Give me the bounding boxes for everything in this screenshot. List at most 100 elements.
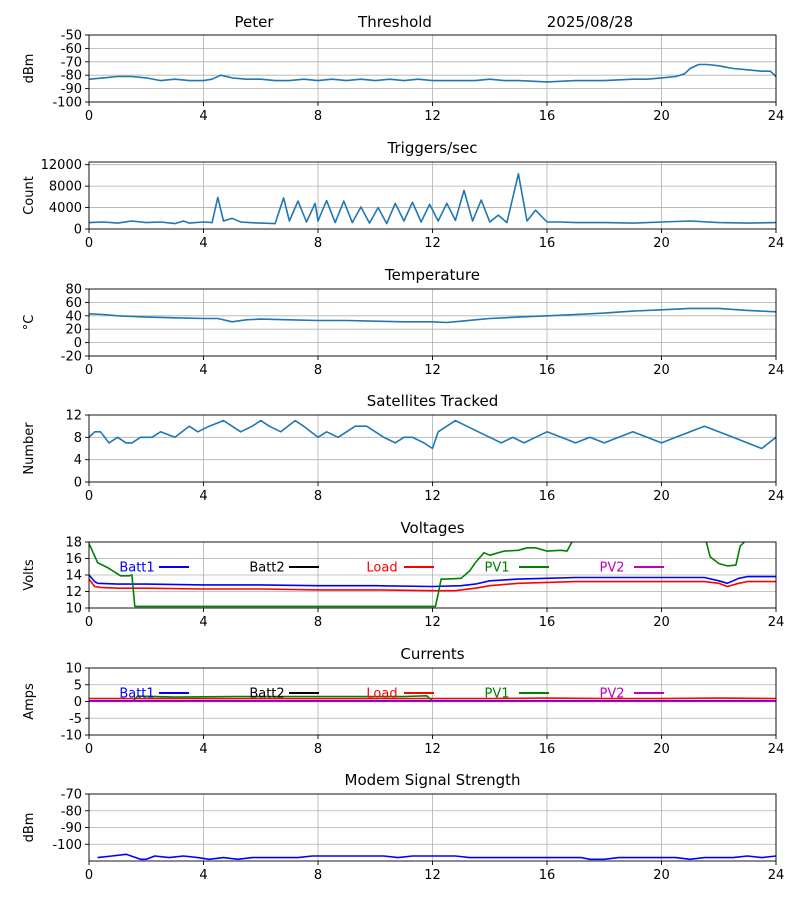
x-tick-label: 20 bbox=[653, 615, 670, 630]
chart-title: Triggers/sec bbox=[387, 139, 478, 157]
x-tick-label: 16 bbox=[539, 109, 556, 124]
y-tick-label: 40 bbox=[65, 309, 82, 324]
y-axis-label: dBm bbox=[22, 813, 37, 843]
y-tick-label: 80 bbox=[65, 283, 82, 298]
y-tick-label: 0 bbox=[74, 223, 82, 238]
legend-label: PV1 bbox=[484, 687, 509, 702]
y-tick-label: 60 bbox=[65, 296, 82, 311]
y-tick-label: 0 bbox=[74, 476, 82, 491]
x-tick-label: 8 bbox=[314, 615, 322, 630]
x-tick-label: 4 bbox=[199, 363, 207, 378]
legend-item-pv1: PV1 bbox=[484, 561, 549, 576]
series-group bbox=[97, 853, 776, 861]
legend-item-pv2: PV2 bbox=[599, 687, 664, 702]
y-tick-label: 12000 bbox=[41, 158, 82, 173]
y-tick-label: 4 bbox=[74, 453, 82, 468]
x-tick-label: 4 bbox=[199, 489, 207, 504]
x-tick-label: 0 bbox=[85, 868, 93, 883]
legend-label: Batt1 bbox=[119, 561, 154, 576]
x-tick-label: 8 bbox=[314, 868, 322, 883]
legend-label: Batt2 bbox=[249, 687, 284, 702]
legend-label: PV1 bbox=[484, 561, 509, 576]
x-tick-label: 20 bbox=[653, 109, 670, 124]
legend-label: PV2 bbox=[599, 687, 624, 702]
x-tick-label: 16 bbox=[539, 615, 556, 630]
series-group bbox=[89, 63, 776, 83]
x-tick-label: 0 bbox=[85, 615, 93, 630]
x-tick-label: 16 bbox=[539, 868, 556, 883]
series-line-pv1 bbox=[89, 542, 746, 608]
y-tick-label: -100 bbox=[52, 96, 82, 111]
x-tick-label: 20 bbox=[653, 742, 670, 757]
y-tick-label: -90 bbox=[61, 82, 82, 97]
header-right: 2025/08/28 bbox=[547, 13, 633, 31]
legend-label: Batt1 bbox=[119, 687, 154, 702]
x-tick-label: 16 bbox=[539, 742, 556, 757]
x-tick-label: 24 bbox=[768, 109, 785, 124]
legend-item-load: Load bbox=[366, 687, 434, 702]
y-tick-label: 8000 bbox=[49, 180, 82, 195]
y-tick-label: 18 bbox=[65, 536, 82, 551]
y-tick-label: -100 bbox=[52, 838, 82, 853]
x-tick-label: 16 bbox=[539, 489, 556, 504]
chart-panel-1: 0 4 8 12 16 20 24 0 4000 8000 12000 Triggers/sec Cou… bbox=[22, 139, 784, 251]
x-tick-label: 20 bbox=[653, 236, 670, 251]
y-tick-label: -90 bbox=[61, 821, 82, 836]
header-center: Threshold bbox=[357, 13, 432, 31]
x-tick-label: 24 bbox=[768, 236, 785, 251]
y-axis-label: Volts bbox=[22, 559, 37, 591]
series-line bbox=[89, 173, 776, 225]
y-tick-label: -70 bbox=[61, 55, 82, 70]
x-tick-label: 8 bbox=[314, 742, 322, 757]
x-tick-label: 12 bbox=[424, 615, 441, 630]
chart-title: Voltages bbox=[400, 519, 464, 537]
x-tick-label: 24 bbox=[768, 868, 785, 883]
x-tick-label: 16 bbox=[539, 363, 556, 378]
y-tick-label: 12 bbox=[65, 409, 82, 424]
y-tick-label: 16 bbox=[65, 552, 82, 567]
y-tick-label: -80 bbox=[61, 69, 82, 84]
x-tick-label: 24 bbox=[768, 489, 785, 504]
y-tick-label: 12 bbox=[65, 585, 82, 600]
x-tick-label: 0 bbox=[85, 489, 93, 504]
series-group bbox=[89, 307, 776, 324]
y-axis-label: Amps bbox=[22, 683, 37, 720]
y-tick-label: -50 bbox=[61, 29, 82, 44]
legend-item-batt2: Batt2 bbox=[249, 687, 319, 702]
legend-item-batt1: Batt1 bbox=[119, 687, 189, 702]
series-line bbox=[97, 853, 776, 861]
x-tick-label: 12 bbox=[424, 236, 441, 251]
x-tick-label: 4 bbox=[199, 109, 207, 124]
y-tick-label: 14 bbox=[65, 569, 82, 584]
header-left: Peter bbox=[234, 13, 274, 31]
y-tick-label: -20 bbox=[61, 350, 82, 365]
y-axis-label: Number bbox=[22, 422, 37, 475]
x-tick-label: 0 bbox=[85, 236, 93, 251]
x-tick-label: 24 bbox=[768, 363, 785, 378]
legend-label: Load bbox=[366, 687, 397, 702]
series-line-load bbox=[89, 578, 776, 592]
y-tick-label: 0 bbox=[74, 695, 82, 710]
chart-panel-6: 0 4 8 12 16 20 24 -70-80 -90 -100 Modem Signal Str… bbox=[22, 771, 784, 883]
y-axis-label: Count bbox=[22, 176, 37, 215]
y-tick-label: -60 bbox=[61, 42, 82, 57]
y-tick-label: 0 bbox=[74, 336, 82, 351]
legend-label: Batt2 bbox=[249, 561, 284, 576]
x-tick-label: 4 bbox=[199, 615, 207, 630]
y-axis-label: °C bbox=[22, 315, 37, 331]
series-group bbox=[89, 419, 776, 450]
y-tick-label: -10 bbox=[61, 729, 82, 744]
y-tick-label: -5 bbox=[69, 712, 82, 727]
series-group bbox=[89, 542, 776, 608]
x-tick-label: 20 bbox=[653, 489, 670, 504]
series-group bbox=[89, 173, 776, 225]
legend-item-pv1: PV1 bbox=[484, 687, 549, 702]
chart-title: Currents bbox=[400, 645, 464, 663]
x-tick-label: 24 bbox=[768, 742, 785, 757]
x-tick-label: 0 bbox=[85, 742, 93, 757]
legend-item-batt1: Batt1 bbox=[119, 561, 189, 576]
y-tick-label: 10 bbox=[65, 662, 82, 677]
y-tick-label: -70 bbox=[61, 788, 82, 803]
